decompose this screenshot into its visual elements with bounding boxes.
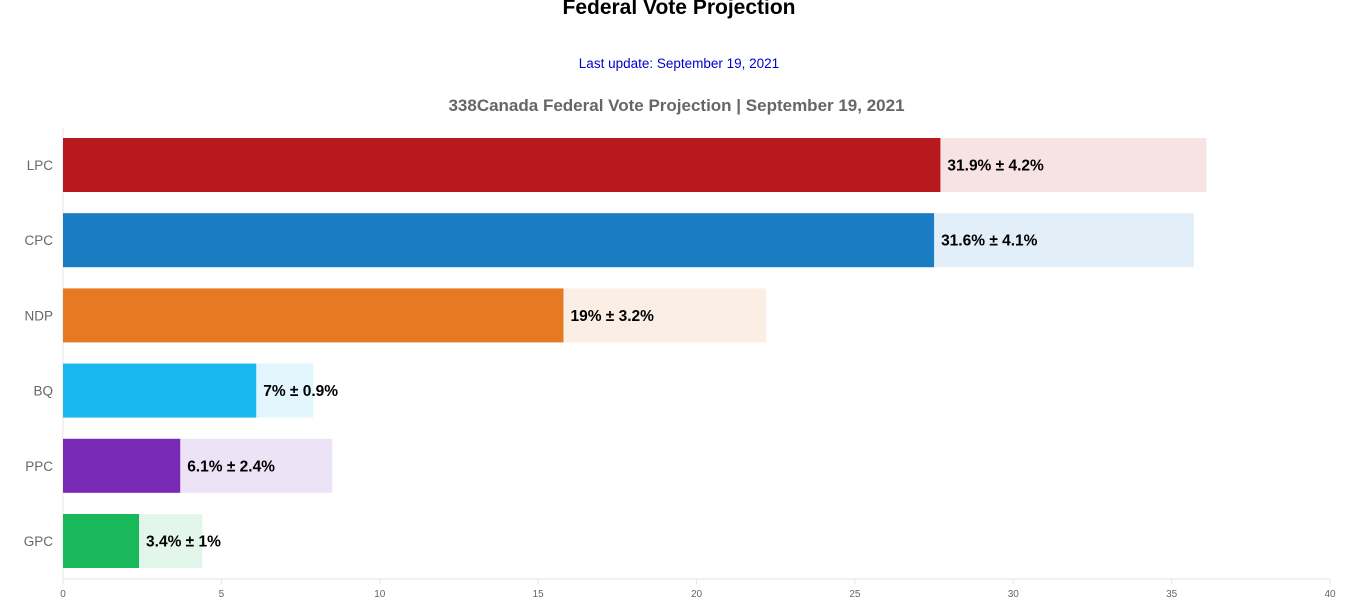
data-label-lpc: 31.9% ± 4.2%: [947, 158, 1044, 175]
bar-ppc: [63, 438, 181, 493]
bar-ndp: [63, 288, 564, 343]
x-tick-label: 35: [1166, 589, 1178, 600]
data-label-ppc: 6.1% ± 2.4%: [187, 458, 275, 475]
x-tick-label: 40: [1324, 589, 1336, 600]
category-label-ndp: NDP: [24, 308, 53, 323]
bar-lpc: [63, 138, 941, 192]
x-tick-label: 20: [691, 589, 703, 600]
category-label-bq: BQ: [33, 384, 53, 399]
category-label-lpc: LPC: [27, 158, 54, 173]
chart-title: 338Canada Federal Vote Projection | Sept…: [448, 96, 905, 115]
data-label-ndp: 19% ± 3.2%: [570, 308, 654, 325]
x-tick-label: 25: [849, 589, 861, 600]
page-title: Federal Vote Projection: [562, 0, 796, 19]
bar-bq: [63, 363, 257, 418]
category-label-cpc: CPC: [24, 233, 53, 248]
data-label-bq: 7% ± 0.9%: [263, 383, 338, 400]
bar-cpc: [63, 213, 935, 268]
category-label-ppc: PPC: [25, 459, 53, 474]
data-label-gpc: 3.4% ± 1%: [146, 534, 221, 551]
x-tick-label: 5: [219, 589, 225, 600]
x-tick-label: 15: [533, 589, 545, 600]
data-label-cpc: 31.6% ± 4.1%: [941, 233, 1038, 250]
x-tick-label: 10: [374, 589, 386, 600]
last-update-text: Last update: September 19, 2021: [578, 56, 780, 71]
bar-gpc: [63, 514, 140, 568]
x-tick-label: 30: [1008, 589, 1020, 600]
category-label-gpc: GPC: [24, 534, 54, 549]
x-tick-label: 0: [60, 589, 66, 600]
